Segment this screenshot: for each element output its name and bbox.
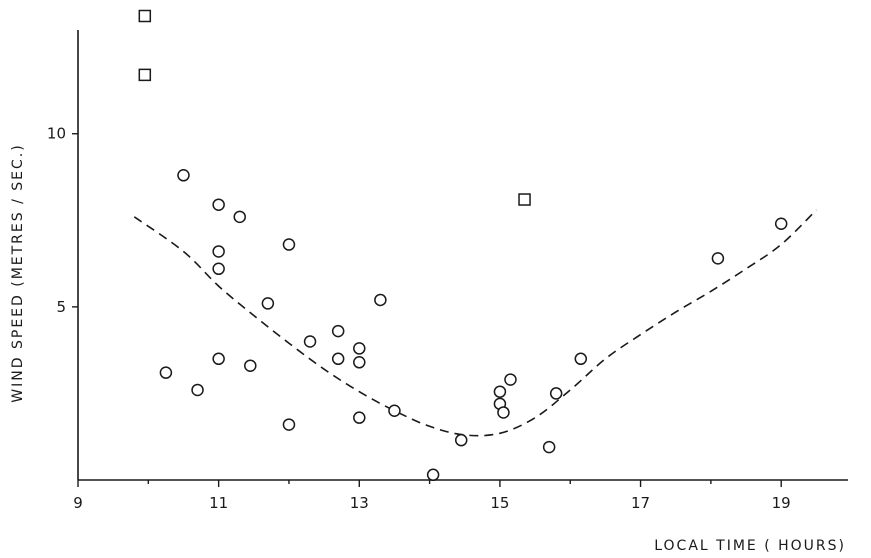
circle-point-14 bbox=[244, 359, 257, 372]
x-tick-label-11: 11 bbox=[209, 494, 228, 512]
circle-point-13 bbox=[212, 352, 225, 366]
y-axis-title: WIND SPEED (METRES / SEC.) bbox=[10, 143, 26, 402]
circle-point-11 bbox=[331, 352, 345, 366]
circle-point-24 bbox=[497, 406, 510, 419]
circle-point-21 bbox=[426, 468, 440, 482]
dashed-trend-line bbox=[133, 209, 817, 437]
circle-point-10 bbox=[353, 342, 366, 355]
y-tick-label-5: 5 bbox=[56, 298, 66, 316]
trend-layer bbox=[133, 209, 817, 437]
circle-point-9 bbox=[303, 335, 317, 348]
x-tick-label-17: 17 bbox=[631, 494, 650, 512]
y-tick-label-10: 10 bbox=[47, 125, 66, 143]
circle-point-12 bbox=[353, 356, 366, 369]
circle-point-1 bbox=[212, 198, 225, 211]
circle-point-15 bbox=[159, 366, 173, 379]
x-tick-label-13: 13 bbox=[350, 494, 369, 512]
circle-point-0 bbox=[177, 169, 190, 182]
x-tick-label-15: 15 bbox=[490, 494, 509, 512]
circle-point-7 bbox=[374, 293, 387, 307]
circle-point-18 bbox=[353, 411, 366, 424]
circle-point-29 bbox=[711, 252, 725, 265]
x-axis-title: LOCAL TIME ( HOURS) bbox=[654, 538, 846, 554]
circle-point-25 bbox=[504, 373, 517, 386]
circle-point-4 bbox=[212, 262, 225, 276]
square-point-0 bbox=[138, 9, 152, 23]
x-tick-label-19: 19 bbox=[772, 494, 791, 512]
circle-point-8 bbox=[331, 324, 345, 338]
axis-ticks: 9 11 13 15 17 19 5 10 bbox=[47, 125, 791, 512]
circle-point-3 bbox=[212, 245, 225, 258]
circle-point-30 bbox=[774, 217, 788, 231]
circle-point-16 bbox=[191, 383, 204, 397]
square-point-2 bbox=[518, 193, 531, 206]
circle-point-27 bbox=[542, 440, 556, 454]
data-points bbox=[138, 9, 788, 482]
circle-point-2 bbox=[233, 210, 246, 224]
x-tick-label-9: 9 bbox=[73, 494, 83, 512]
circle-point-5 bbox=[282, 238, 296, 251]
circle-point-26 bbox=[549, 387, 563, 400]
axes bbox=[77, 30, 848, 481]
circle-point-28 bbox=[574, 352, 588, 366]
circle-point-20 bbox=[454, 433, 468, 447]
square-point-1 bbox=[138, 68, 152, 82]
circle-point-17 bbox=[282, 418, 296, 431]
circle-point-19 bbox=[388, 404, 401, 417]
circle-point-6 bbox=[261, 297, 275, 310]
circle-point-22 bbox=[493, 385, 507, 398]
